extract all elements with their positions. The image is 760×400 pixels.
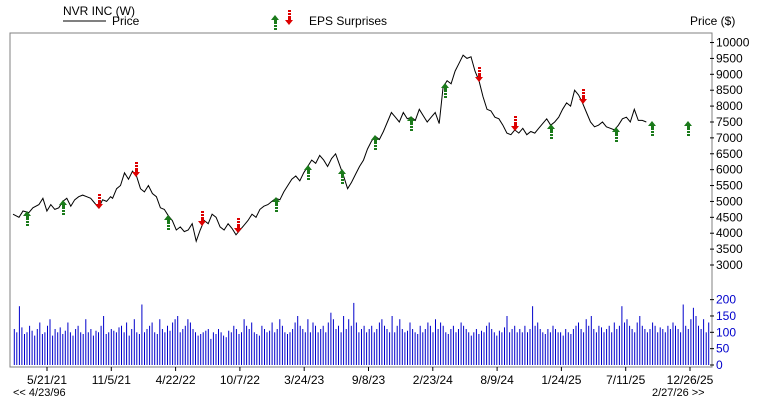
eps-surprise-up-marker xyxy=(612,127,620,142)
eps-surprise-down-marker xyxy=(198,211,206,226)
eps-legend-icons xyxy=(271,10,293,30)
date-tick-label: 11/5/21 xyxy=(92,373,131,387)
eps-surprise-down-marker xyxy=(95,194,103,209)
price-line xyxy=(12,54,647,243)
price-tick-label: 7000 xyxy=(716,131,743,145)
date-axis: 5/21/21 11/5/21 4/22/22 10/7/22 3/24/23 9/8/2… xyxy=(27,367,714,387)
eps-surprise-down-marker xyxy=(579,89,587,104)
eps-surprise-down-marker xyxy=(234,218,242,233)
date-tick-label: 1/24/25 xyxy=(541,373,581,387)
eps-surprise-up-marker xyxy=(441,83,449,98)
price-tick-label: 9000 xyxy=(716,67,743,81)
volume-tick-label: 100 xyxy=(716,325,736,339)
price-tick-label: 6000 xyxy=(716,163,743,177)
eps-surprise-down-marker xyxy=(475,67,483,82)
volume-bars xyxy=(13,302,710,365)
chart-title: NVR INC (W) xyxy=(63,4,135,18)
eps-surprise-up-marker xyxy=(648,121,656,136)
date-tick-label: 8/9/24 xyxy=(480,373,514,387)
volume-tick-label: 200 xyxy=(716,293,736,307)
eps-surprise-up-marker xyxy=(407,116,415,131)
eps-up-arrow-icon xyxy=(271,15,279,30)
date-tick-label: 7/11/25 xyxy=(606,373,645,387)
date-tick-label: 12/26/25 xyxy=(667,373,714,387)
eps-surprise-up-marker xyxy=(164,215,172,230)
eps-surprise-up-marker xyxy=(547,124,555,139)
price-tick-label: 4500 xyxy=(716,210,743,224)
price-tick-label: 5500 xyxy=(716,179,743,193)
eps-surprise-up-marker xyxy=(59,200,67,215)
date-tick-label: 9/8/23 xyxy=(352,373,386,387)
price-line-group xyxy=(12,54,647,243)
price-tick-label: 3000 xyxy=(716,258,743,272)
eps-markers xyxy=(23,67,692,233)
price-tick-label: 9500 xyxy=(716,51,743,65)
eps-surprise-up-marker xyxy=(371,135,379,150)
price-tick-label: 8500 xyxy=(716,83,743,97)
price-tick-label: 7500 xyxy=(716,115,743,129)
eps-surprise-down-marker xyxy=(132,162,140,177)
volume-tick-label: 150 xyxy=(716,309,736,323)
eps-surprise-up-marker xyxy=(272,197,280,212)
price-legend-label: Price xyxy=(112,14,140,28)
eps-surprise-up-marker xyxy=(684,121,692,136)
price-tick-label: 5000 xyxy=(716,194,743,208)
eps-down-arrow-icon xyxy=(285,10,293,25)
date-tick-label: 4/22/22 xyxy=(156,373,196,387)
nav-forward-link[interactable]: 2/27/26 >> xyxy=(652,387,705,399)
eps-up-legend-icon xyxy=(271,15,279,30)
price-tick-label: 8000 xyxy=(716,99,743,113)
date-tick-label: 2/23/24 xyxy=(413,373,453,387)
date-tick-label: 10/7/22 xyxy=(220,373,260,387)
eps-surprise-up-marker xyxy=(23,211,31,226)
price-tick-label: 4000 xyxy=(716,226,743,240)
date-tick-label: 3/24/23 xyxy=(284,373,324,387)
plot-frame xyxy=(9,32,713,368)
eps-surprise-up-marker xyxy=(304,165,312,180)
volume-tick-label: 50 xyxy=(716,342,730,356)
eps-surprise-down-marker xyxy=(511,116,519,131)
y-axis-unit: Price ($) xyxy=(690,14,735,28)
volume-axis: 0 50 100 150 200 xyxy=(710,293,736,372)
volume-tick-label: 0 xyxy=(716,358,723,372)
nav-back-link[interactable]: << 4/23/96 xyxy=(13,387,66,399)
eps-surprise-up-marker xyxy=(338,169,346,184)
date-tick-label: 5/21/21 xyxy=(27,373,67,387)
eps-legend-label: EPS Surprises xyxy=(309,14,387,28)
price-tick-label: 3500 xyxy=(716,242,743,256)
price-tick-label: 10000 xyxy=(716,36,750,50)
eps-down-legend-icon xyxy=(285,10,293,25)
price-tick-label: 6500 xyxy=(716,147,743,161)
